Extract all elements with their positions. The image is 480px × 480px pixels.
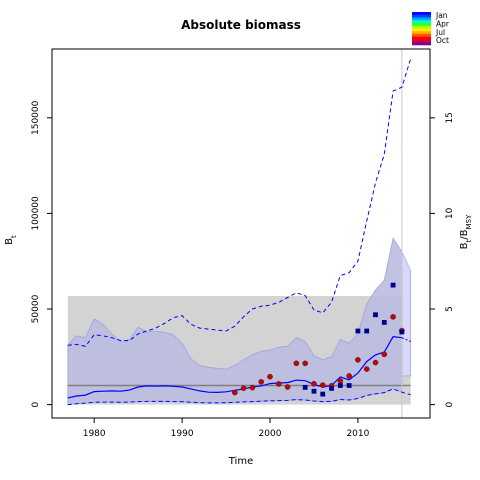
survey-square [355, 328, 361, 334]
observed-point [390, 314, 396, 320]
survey-square [399, 329, 405, 335]
axes: 1980 1990 2000 2010 0 50000 100000 150000 0 5 10 15 [31, 48, 455, 439]
survey-square [390, 282, 396, 288]
legend-color-step [412, 20, 431, 24]
legend-color-step [412, 12, 431, 16]
survey-square [346, 383, 352, 388]
y-tick-label-left: 150000 [31, 100, 41, 135]
observed-point [337, 378, 344, 384]
x-axis-label: Time [228, 456, 253, 467]
legend-label: Apr [436, 19, 450, 28]
legend-color-step [412, 36, 431, 40]
observed-point [284, 384, 291, 390]
y-tick-label-left: 0 [31, 401, 41, 407]
legend-label: Jul [435, 28, 445, 37]
legend-color-step [412, 42, 431, 46]
lower-dashed-line [67, 388, 411, 406]
x-tick-label: 1990 [171, 429, 194, 439]
upper-dashed-line [67, 58, 412, 347]
legend-color-step [412, 23, 431, 27]
observed-point [267, 373, 273, 380]
observed-point [258, 379, 265, 385]
survey-square [381, 320, 387, 325]
observed-point [372, 359, 379, 366]
observed-point [355, 357, 361, 363]
legend-label: Jan [435, 11, 448, 20]
survey-square [364, 328, 370, 334]
y-axis-label-right: Bt/BMSY [459, 214, 473, 249]
survey-square [337, 383, 343, 388]
observed-point [363, 366, 370, 372]
plot-frame [51, 48, 431, 419]
observed-point [381, 351, 388, 358]
observed-point [319, 382, 326, 388]
legend-color-step [412, 17, 431, 21]
y-axis-label-left: Bt [4, 235, 18, 245]
legend-color-step [412, 28, 431, 32]
forecast-ci-band [401, 251, 412, 377]
survey-square [320, 391, 326, 397]
survey-square [311, 388, 317, 394]
survey-square [329, 385, 334, 391]
observed-point [346, 373, 352, 379]
y-tick-label-right: 5 [445, 306, 455, 312]
x-tick-label: 2010 [346, 429, 369, 439]
y-tick-label-right: 0 [445, 401, 455, 407]
legend-color-step [412, 34, 431, 38]
x-tick-label: 1980 [83, 429, 106, 439]
observed-point [249, 384, 256, 391]
observed-point [311, 380, 317, 387]
legend-label: Oct [436, 36, 449, 45]
plot-area [67, 49, 412, 418]
y-tick-label-right: 15 [445, 112, 455, 123]
legend-color-step [412, 39, 431, 43]
x-tick-label: 2000 [259, 429, 282, 439]
observed-point [293, 360, 300, 367]
survey-square [373, 312, 378, 318]
y-tick-label-left: 50000 [31, 294, 41, 323]
chart-title: Absolute biomass [181, 18, 301, 32]
observed-point [302, 360, 309, 367]
forecast-estimate-line [401, 337, 411, 342]
legend-color-step [412, 25, 431, 29]
y-tick-label-left: 100000 [31, 196, 41, 231]
legend-color-step [412, 14, 431, 18]
observed-point [231, 389, 238, 396]
observed-point [275, 381, 282, 387]
legend-color-step [412, 31, 431, 35]
survey-square [302, 385, 308, 390]
observed-point [240, 385, 247, 392]
y-tick-label-right: 10 [445, 207, 455, 219]
